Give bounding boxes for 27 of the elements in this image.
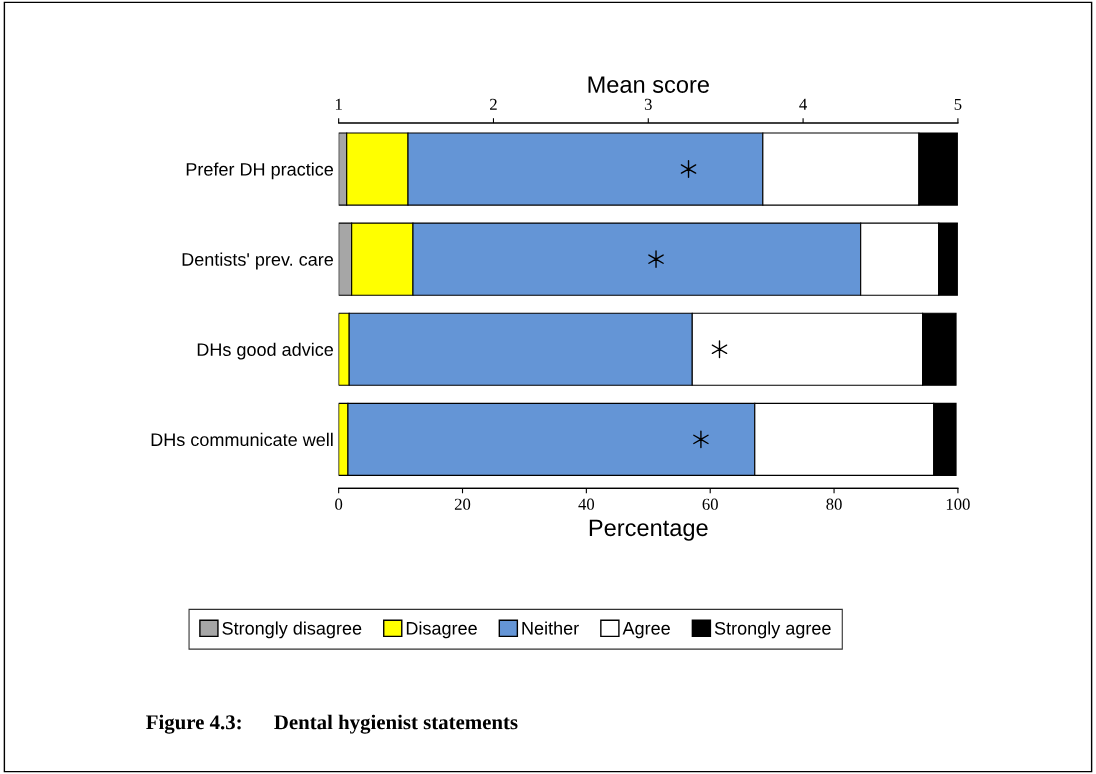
x-tick-label: 60 xyxy=(702,498,718,510)
x-tick-label: 20 xyxy=(454,498,471,510)
x2-axis-title: Mean score xyxy=(588,76,709,93)
x2-tick-label: 2 xyxy=(490,98,497,110)
legend-label: Disagree xyxy=(406,621,477,639)
point xyxy=(648,250,664,269)
point xyxy=(680,160,697,178)
legend-label: Neither xyxy=(522,621,579,635)
x2-tick-label: 1 xyxy=(335,98,342,110)
x2-tick-label: 5 xyxy=(954,98,962,110)
x-axis-title: Percentage xyxy=(589,519,708,541)
text: Figure 4.3: Dental hygienist statements xyxy=(146,714,518,734)
legend-label: Strongly disagree xyxy=(222,621,362,639)
x-tick-label: 100 xyxy=(946,498,970,510)
x-tick-label: 40 xyxy=(578,498,595,510)
legend-label: Agree xyxy=(622,622,670,639)
x-tick-label: 80 xyxy=(826,498,842,510)
x2-tick-label: 3 xyxy=(644,98,652,110)
y-tick-label: Prefer DH practice xyxy=(186,162,334,180)
y-tick-label: Dentists' prev. care xyxy=(182,252,334,270)
x2-tick-label: 4 xyxy=(799,98,807,110)
point xyxy=(711,340,728,359)
legend-label: Strongly agree xyxy=(714,621,831,639)
point xyxy=(693,430,709,449)
y-tick-label: DHs communicate well xyxy=(151,432,333,447)
y-tick-label: DHs good advice xyxy=(197,342,334,360)
x-tick-label: 0 xyxy=(335,498,343,510)
